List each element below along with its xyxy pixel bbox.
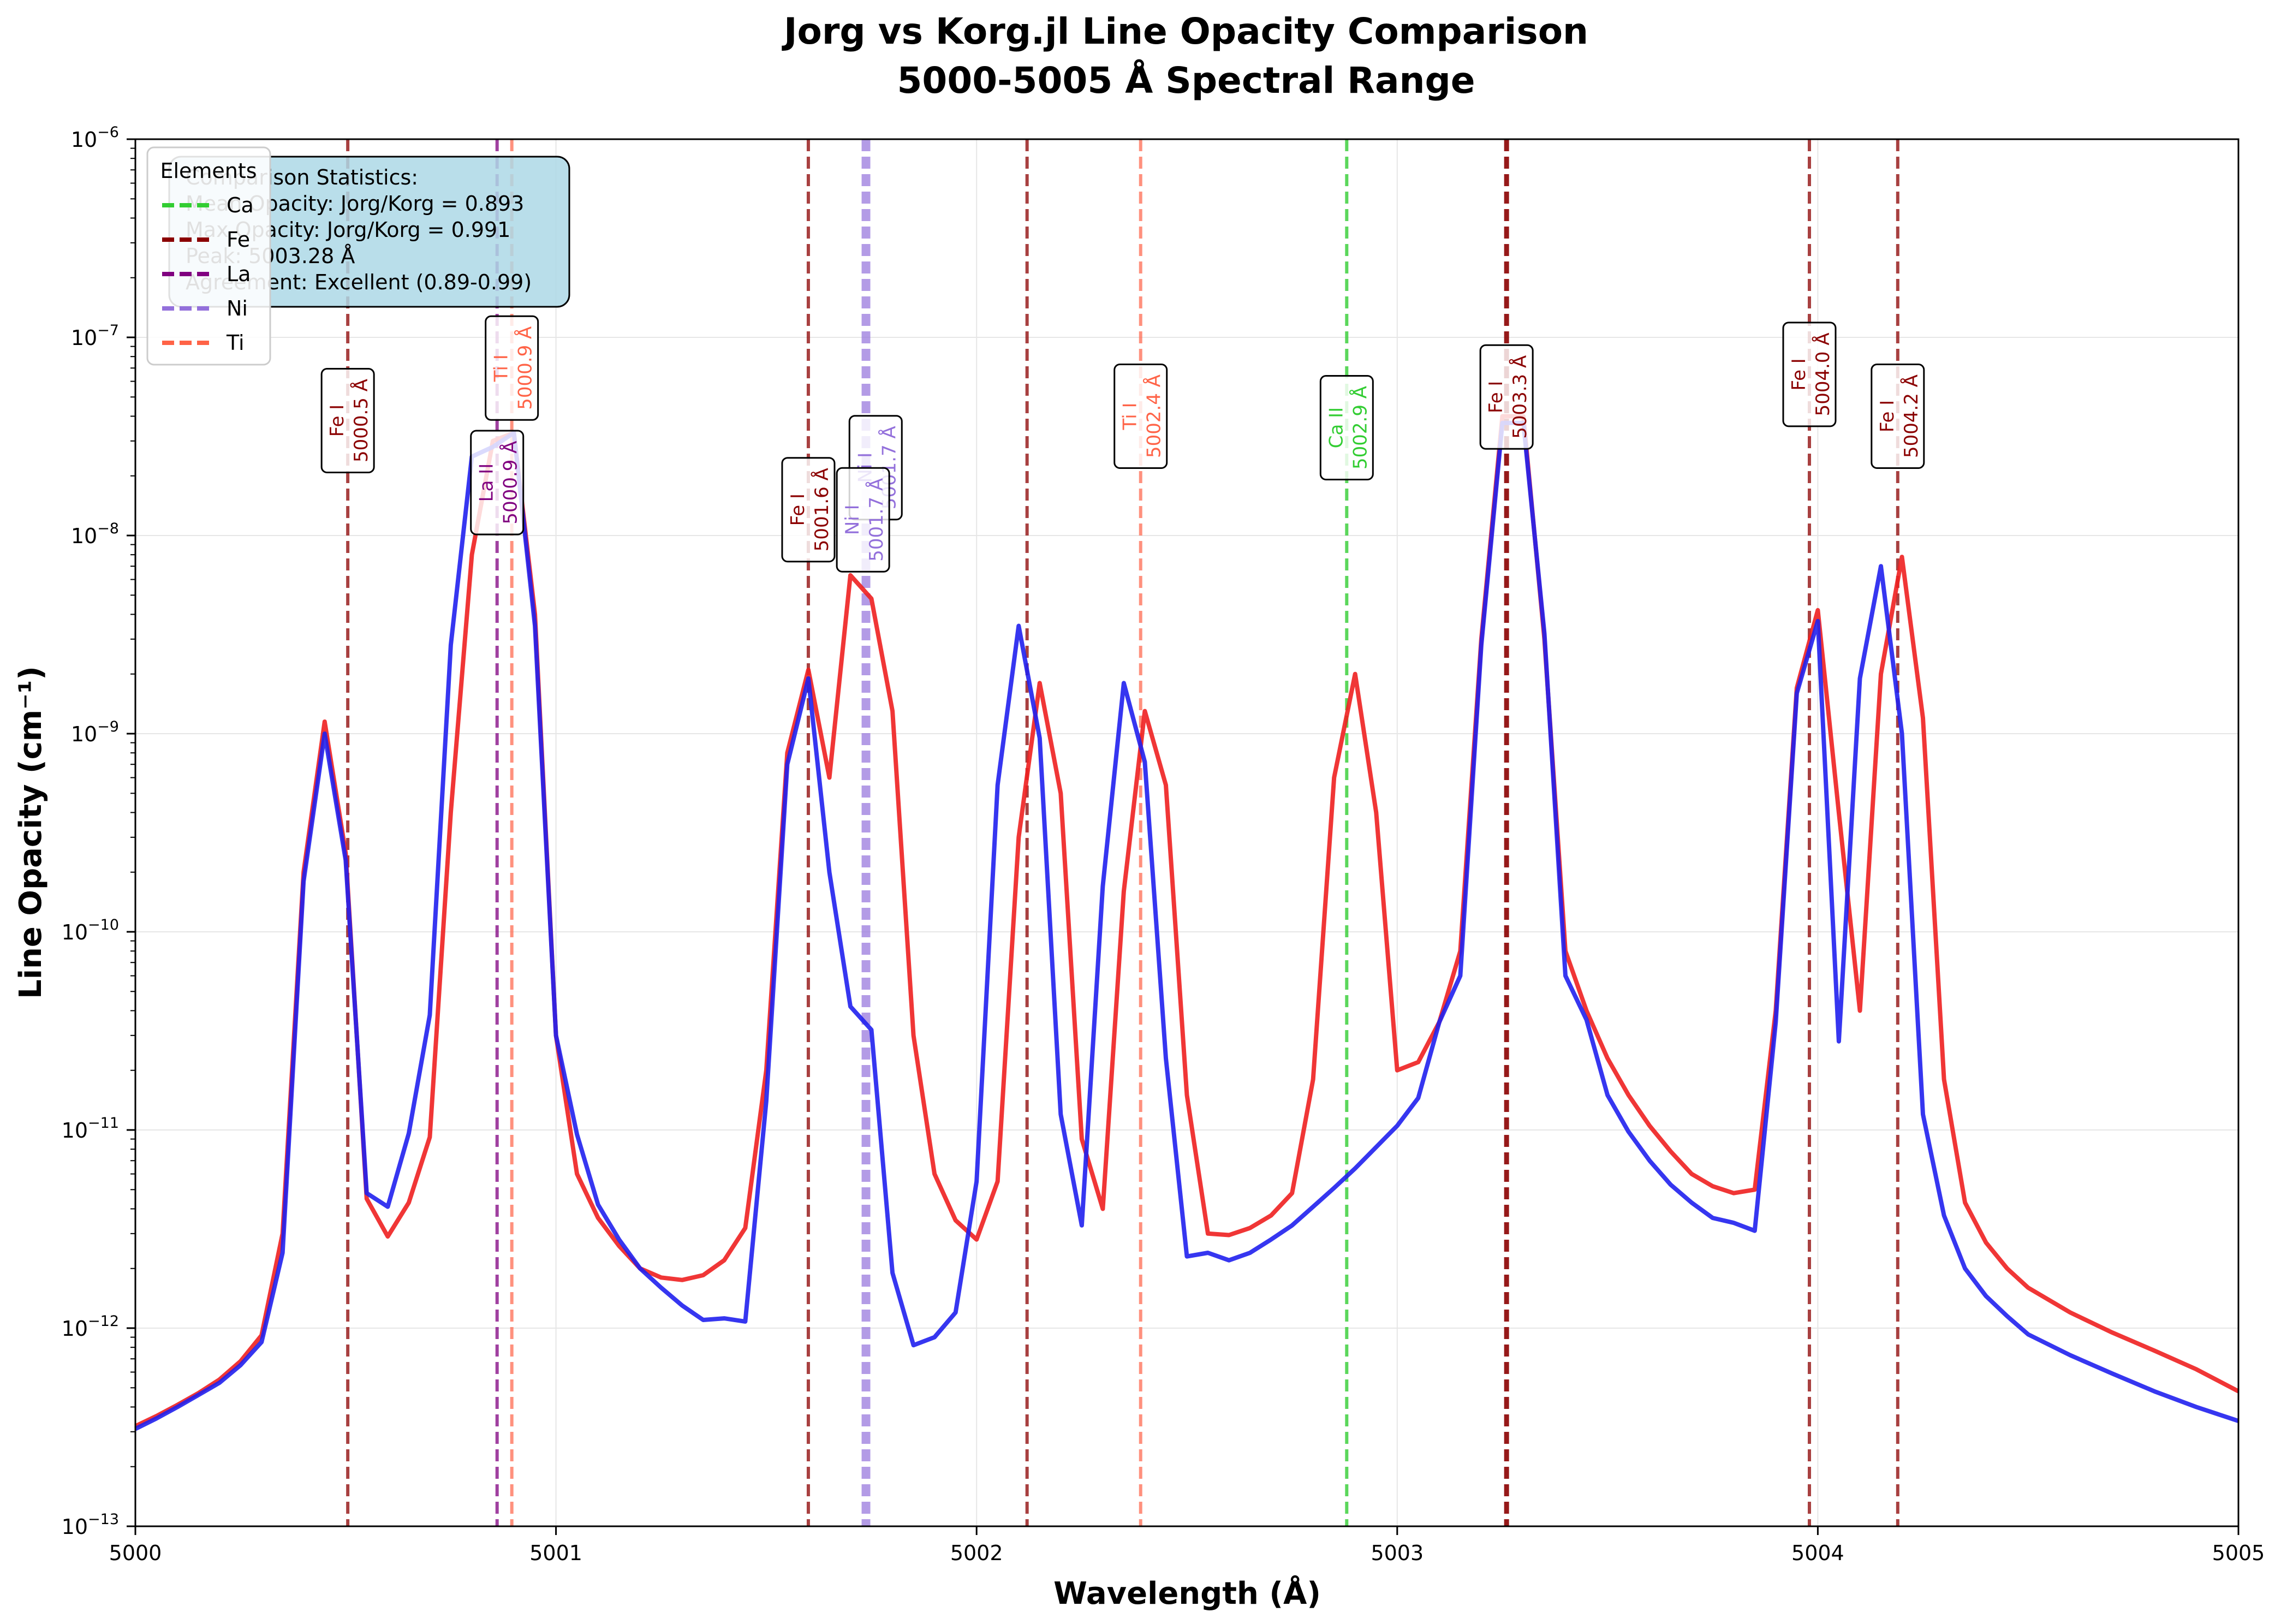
y-tick-label: 10−6 [71,124,119,152]
line-annotation: Fe I 5004.2 Å [1871,363,1925,469]
x-tick-label: 5000 [109,1541,162,1565]
annotation-species: Fe I [1788,358,1810,390]
annotation-species: Fe I [787,493,809,526]
legend-items: Ca Fe La Ni Ti [162,193,254,355]
y-tick-label: 10−9 [71,718,119,746]
legend-label-ni: Ni [227,296,248,320]
annotation-species: La II [476,463,498,502]
annotation-wavelength: 5002.9 Å [1349,386,1371,469]
y-tick-label: 10−10 [62,917,119,944]
annotation-species: Ti I [1119,402,1141,430]
x-axis-label: Wavelength (Å) [1053,1575,1321,1611]
annotation-wavelength: 5001.7 Å [865,478,888,562]
annotation-species: Ni I [842,504,863,535]
x-tick-label: 5005 [2212,1541,2265,1565]
annotation-wavelength: 5004.2 Å [1900,374,1922,458]
annotation-species: Fe I [1877,400,1898,432]
legend-label-fe: Fe [227,228,250,252]
annotation-box [1113,363,1168,469]
annotation-box [1319,375,1374,481]
annotation-wavelength: 5000.9 Å [499,441,522,524]
data-series [134,414,2240,1431]
legend-label-ti: Ti [226,331,245,355]
legend-label-ca: Ca [227,193,254,217]
axis-ticks: 5000 5001 5002 5003 5004 5005 10−13 10−12 10−11 1… [62,124,2265,1565]
y-tick-label: 10−7 [71,322,119,350]
legend-label-la: La [227,262,251,286]
line-annotation: Fe I 5004.0 Å [1782,322,1837,427]
annotation-species: Fe I [1485,381,1507,413]
annotation-wavelength: 5000.9 Å [514,326,537,410]
annotation-box [470,430,525,536]
y-tick-label: 10−13 [62,1511,119,1539]
legend-title: Elements [160,159,257,183]
annotation-wavelength: 5000.5 Å [350,379,372,462]
annotation-wavelength: 5003.3 Å [1509,355,1531,439]
line-annotation: Ti I 5002.4 Å [1113,363,1168,469]
chart-subtitle: 5000-5005 Å Spectral Range [897,59,1475,102]
y-tick-label: 10−8 [71,520,119,548]
line-annotation: Fe I 5000.5 Å [320,368,375,474]
plot-frame [134,138,2240,1527]
annotation-box [781,457,836,563]
chart-title: Jorg vs Korg.jl Line Opacity Comparison [782,10,1588,52]
annotation-wavelength: 5004.0 Å [1812,332,1834,416]
annotation-species: Ca II [1325,407,1347,448]
annotation-box [320,368,375,474]
line-annotations: Fe I 5000.5 ÅLa II 5000.9 ÅTi I 5000.9 ÅFe … [320,315,1925,573]
x-tick-label: 5002 [950,1541,1003,1565]
x-tick-label: 5004 [1791,1541,1844,1565]
annotation-species: Fe I [326,404,348,437]
legend: Elements Ca Fe La Ni Ti [146,146,271,366]
x-tick-label: 5001 [529,1541,582,1565]
series-line-2 [134,420,2240,1431]
line-annotation: Ti I 5000.9 Å [485,315,539,421]
annotation-wavelength: 5001.6 Å [811,468,833,551]
legend-frame [146,146,271,366]
x-tick-label: 5003 [1371,1541,1424,1565]
annotation-species: Ti I [491,354,513,382]
annotation-box [836,467,890,573]
y-axis-label: Line Opacity (cm⁻¹) [13,666,49,999]
annotation-box [485,315,539,421]
y-tick-label: 10−12 [62,1313,119,1341]
y-tick-label: 10−11 [62,1115,119,1143]
line-annotation: Fe I 5003.3 Å [1479,344,1534,450]
line-annotation: La II 5000.9 Å [470,430,525,536]
annotation-box [1782,322,1837,427]
annotation-box [1871,363,1925,469]
line-annotation: Fe I 5001.6 Å [781,457,836,563]
annotation-wavelength: 5002.4 Å [1143,374,1165,458]
line-annotation: Ca II 5002.9 Å [1319,375,1374,481]
annotation-box [1479,344,1534,450]
